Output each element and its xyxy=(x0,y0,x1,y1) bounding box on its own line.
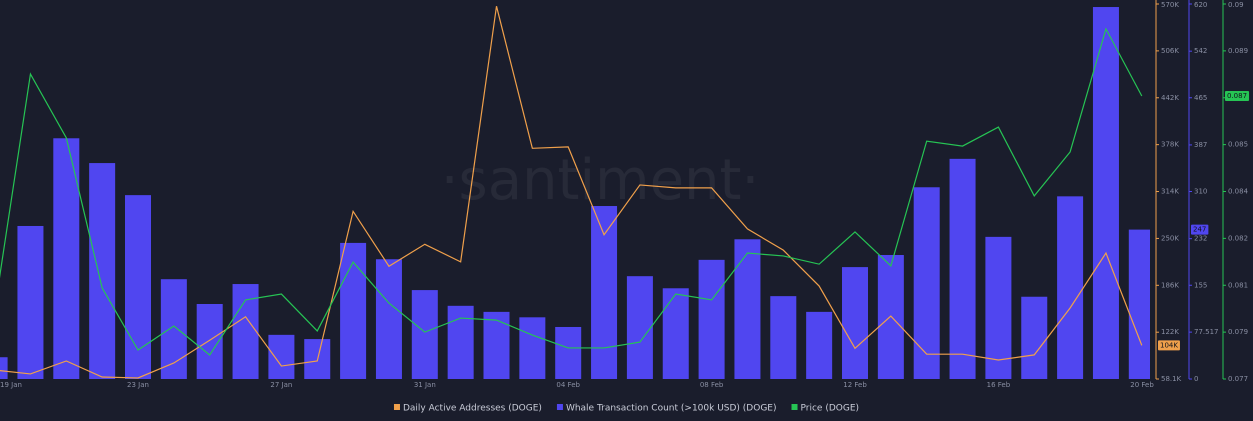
x-tick-label: 12 Feb xyxy=(843,381,867,389)
value-badge xyxy=(1191,224,1209,235)
y-tick-label: 465 xyxy=(1194,94,1207,102)
bar xyxy=(734,239,761,379)
y-tick-label: 387 xyxy=(1194,141,1207,149)
bar xyxy=(447,305,474,379)
y-tick-label: 570K xyxy=(1161,1,1179,9)
bar xyxy=(877,255,904,379)
y-tick-label: 186K xyxy=(1161,281,1179,289)
x-tick-label: 20 Feb xyxy=(1130,381,1154,389)
bar xyxy=(1128,229,1150,379)
y-tick-label: 250K xyxy=(1161,234,1179,242)
y-tick-label: 0.079 xyxy=(1228,328,1248,336)
y-tick-label: 620 xyxy=(1194,1,1207,9)
bar xyxy=(340,242,367,379)
y-tick-label: 378K xyxy=(1161,141,1179,149)
plot-area xyxy=(0,6,1150,379)
bar xyxy=(842,267,868,379)
y-tick-label: 0 xyxy=(1194,375,1198,383)
legend-swatch xyxy=(791,404,798,410)
y-tick-label: 58.1K xyxy=(1161,375,1182,383)
y-tick-label: 442K xyxy=(1161,94,1179,102)
y-tick-label: 0.085 xyxy=(1228,141,1248,149)
x-tick-label: 23 Jan xyxy=(127,381,149,389)
bar xyxy=(89,163,116,379)
x-tick-label: 16 Feb xyxy=(987,381,1011,389)
x-tick-label: 27 Jan xyxy=(270,381,292,389)
y-tick-label: 0.077 xyxy=(1228,375,1248,383)
bar xyxy=(160,279,187,379)
bar xyxy=(626,276,653,379)
legend-swatch xyxy=(556,404,563,410)
value-badge-label: 247 xyxy=(1193,226,1206,234)
bar xyxy=(17,225,44,379)
bar xyxy=(698,259,725,379)
y-tick-label: 506K xyxy=(1161,47,1179,55)
bar xyxy=(949,158,976,379)
x-tick-label: 31 Jan xyxy=(414,381,436,389)
bar xyxy=(591,206,618,379)
x-tick-label: 19 Jan xyxy=(0,381,22,389)
y-tick-label: 77.517 xyxy=(1194,328,1219,336)
legend-label: Daily Active Addresses (DOGE) xyxy=(403,404,542,414)
bar xyxy=(985,236,1012,379)
y-tick-label: 232 xyxy=(1194,235,1207,243)
y-tick-label: 314K xyxy=(1161,188,1179,196)
line xyxy=(0,27,1143,356)
bar xyxy=(125,195,151,379)
bar xyxy=(1092,7,1119,379)
bar xyxy=(375,259,402,379)
bar xyxy=(770,296,797,379)
value-badge xyxy=(1225,90,1250,101)
bar xyxy=(0,357,8,379)
legend-label: Whale Transaction Count (>100k USD) (DOG… xyxy=(566,404,777,414)
legend-label: Price (DOGE) xyxy=(801,404,860,414)
y-tick-label: 310 xyxy=(1194,188,1207,196)
y-tick-label: 542 xyxy=(1194,47,1207,55)
bar xyxy=(555,326,582,379)
y-tick-label: 0.089 xyxy=(1228,47,1248,55)
y-tick-label: 122K xyxy=(1161,328,1179,336)
value-badge-label: 0.087 xyxy=(1227,92,1247,100)
x-tick-label: 08 Feb xyxy=(700,381,724,389)
bar xyxy=(483,311,510,379)
bar xyxy=(268,334,295,379)
line xyxy=(0,6,1143,379)
bar xyxy=(662,288,689,379)
x-tick-label: 04 Feb xyxy=(556,381,580,389)
bar xyxy=(519,317,546,379)
y-tick-label: 0.082 xyxy=(1228,234,1248,242)
value-badge xyxy=(1158,340,1180,351)
bar xyxy=(1057,196,1084,379)
value-badge-label: 104K xyxy=(1160,341,1178,349)
bar xyxy=(53,138,80,379)
legend-swatch xyxy=(393,404,400,410)
bar xyxy=(411,290,438,379)
bar xyxy=(913,187,940,379)
bar xyxy=(1021,296,1048,379)
bar xyxy=(806,311,833,379)
y-tick-label: 0.081 xyxy=(1228,281,1248,289)
watermark: ·santiment· xyxy=(441,148,760,213)
y-tick-label: 0.084 xyxy=(1228,188,1249,196)
y-tick-label: 155 xyxy=(1194,281,1207,289)
y-tick-label: 0.09 xyxy=(1228,1,1244,9)
